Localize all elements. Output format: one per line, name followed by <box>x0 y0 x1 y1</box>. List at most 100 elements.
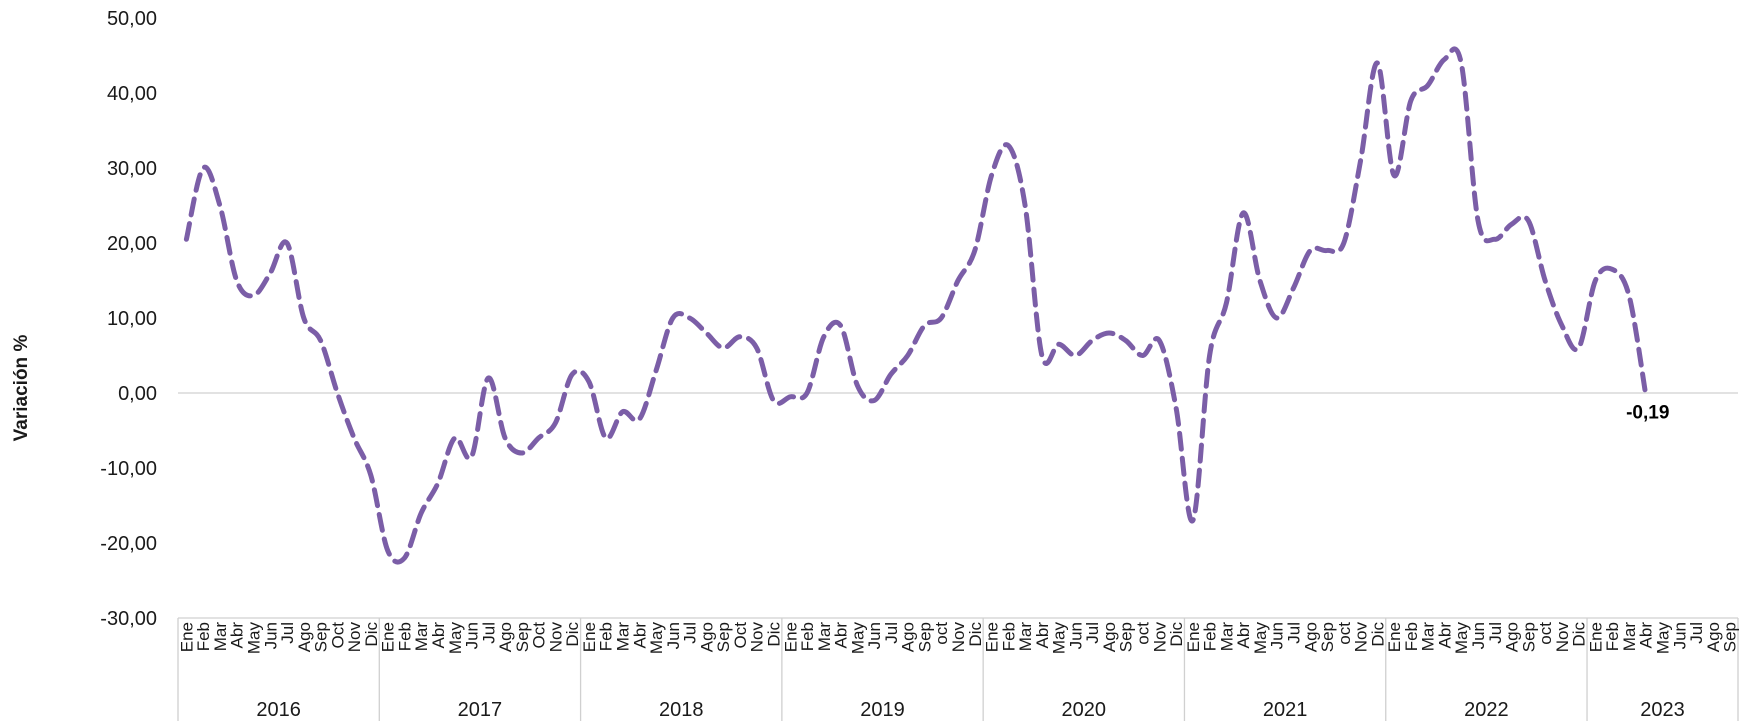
month-label: Ago <box>1301 622 1320 652</box>
year-label: 2021 <box>1263 699 1308 721</box>
year-label: 2019 <box>860 699 905 721</box>
month-label: Feb <box>1201 622 1220 651</box>
month-label: May <box>848 622 867 655</box>
month-label: Jul <box>681 622 700 644</box>
month-label: Ene <box>177 622 196 652</box>
month-label: Sep <box>1721 622 1740 652</box>
data-labels: -0,19 <box>1626 402 1669 423</box>
month-label: Dic <box>1368 622 1387 647</box>
year-label: 2022 <box>1464 699 1509 721</box>
month-label: oct <box>932 622 951 645</box>
month-label: Abr <box>1637 622 1656 649</box>
y-tick-label: 0,00 <box>118 383 157 405</box>
month-label: Jun <box>1268 622 1287 649</box>
month-label: Ene <box>580 622 599 652</box>
month-label: Mar <box>211 622 230 652</box>
year-label: 2018 <box>659 699 704 721</box>
month-label: Feb <box>999 622 1018 651</box>
month-label: Ago <box>899 622 918 652</box>
month-label: Mar <box>815 622 834 652</box>
y-axis-ticks: 50,00 40,00 30,00 20,00 10,00 0,00 -10,00 -20,0… <box>100 8 157 630</box>
month-label: Nov <box>1352 622 1371 653</box>
month-label: Feb <box>1402 622 1421 651</box>
month-label: Mar <box>1217 622 1236 652</box>
month-label: Jul <box>479 622 498 644</box>
month-label: Nov <box>1150 622 1169 653</box>
month-label: Jun <box>261 622 280 649</box>
month-label: Ene <box>1184 622 1203 652</box>
month-label: oct <box>1335 622 1354 645</box>
month-label: Mar <box>412 622 431 652</box>
month-label: oct <box>1134 622 1153 645</box>
month-label: Jul <box>1083 622 1102 644</box>
month-label: Ene <box>983 622 1002 652</box>
series-line-group <box>183 46 1649 565</box>
month-label: Ago <box>1503 622 1522 652</box>
year-label: 2017 <box>458 699 503 721</box>
month-label: Ago <box>295 622 314 652</box>
series-line <box>183 46 1649 565</box>
month-label: Jul <box>1687 622 1706 644</box>
month-label: Sep <box>513 622 532 652</box>
month-label: Dic <box>764 622 783 647</box>
month-label: oct <box>1536 622 1555 645</box>
month-label: Oct <box>328 622 347 649</box>
month-label: Dic <box>1167 622 1186 647</box>
month-label: Sep <box>1318 622 1337 652</box>
axes <box>177 392 1739 721</box>
month-label: May <box>1452 622 1471 655</box>
year-label: 2020 <box>1062 699 1107 721</box>
month-label: Jul <box>882 622 901 644</box>
month-label: Nov <box>949 622 968 653</box>
y-tick-label: 50,00 <box>107 8 157 30</box>
month-label: Mar <box>1016 622 1035 652</box>
month-label: Abr <box>832 622 851 649</box>
y-tick-label: -10,00 <box>100 458 157 480</box>
month-label: Dic <box>362 622 381 647</box>
month-label: Jun <box>664 622 683 649</box>
month-label: Sep <box>915 622 934 652</box>
month-label: Feb <box>597 622 616 651</box>
month-label: Jun <box>1670 622 1689 649</box>
y-tick-label: 40,00 <box>107 83 157 105</box>
month-label: Nov <box>748 622 767 653</box>
month-label: Ago <box>1100 622 1119 652</box>
month-label: Jul <box>1486 622 1505 644</box>
month-label: Feb <box>395 622 414 651</box>
month-label: Feb <box>798 622 817 651</box>
month-label: Jun <box>1066 622 1085 649</box>
month-label: Nov <box>546 622 565 653</box>
month-label: Jun <box>865 622 884 649</box>
month-label: May <box>1654 622 1673 655</box>
y-tick-label: -20,00 <box>100 533 157 555</box>
month-label: Ene <box>1385 622 1404 652</box>
month-label: Ago <box>496 622 515 652</box>
month-label: Ene <box>1586 622 1605 652</box>
month-label: Abr <box>228 622 247 649</box>
month-label: Feb <box>194 622 213 651</box>
month-label: Dic <box>563 622 582 647</box>
month-label: May <box>446 622 465 655</box>
y-axis-label: Variación % <box>11 335 32 442</box>
month-label: May <box>647 622 666 655</box>
month-label: Mar <box>1419 622 1438 652</box>
month-label: Ago <box>697 622 716 652</box>
month-label: Dic <box>1570 622 1589 647</box>
month-label: Ene <box>379 622 398 652</box>
month-label: Jun <box>463 622 482 649</box>
month-label: Abr <box>1435 622 1454 649</box>
month-label: Mar <box>614 622 633 652</box>
month-label: May <box>244 622 263 655</box>
month-label: Ago <box>1704 622 1723 652</box>
month-label: May <box>1251 622 1270 655</box>
month-label: Sep <box>1117 622 1136 652</box>
month-label: May <box>1050 622 1069 655</box>
month-label: Sep <box>312 622 331 652</box>
month-label: Abr <box>1033 622 1052 649</box>
month-label: Jul <box>278 622 297 644</box>
month-label: Ene <box>781 622 800 652</box>
year-label: 2016 <box>256 699 301 721</box>
x-axis-labels: 2016 2017 2018 2019 2020 2021 2022 2023EneFebMa… <box>177 622 1739 721</box>
year-label: 2023 <box>1640 699 1685 721</box>
month-label: Mar <box>1620 622 1639 652</box>
